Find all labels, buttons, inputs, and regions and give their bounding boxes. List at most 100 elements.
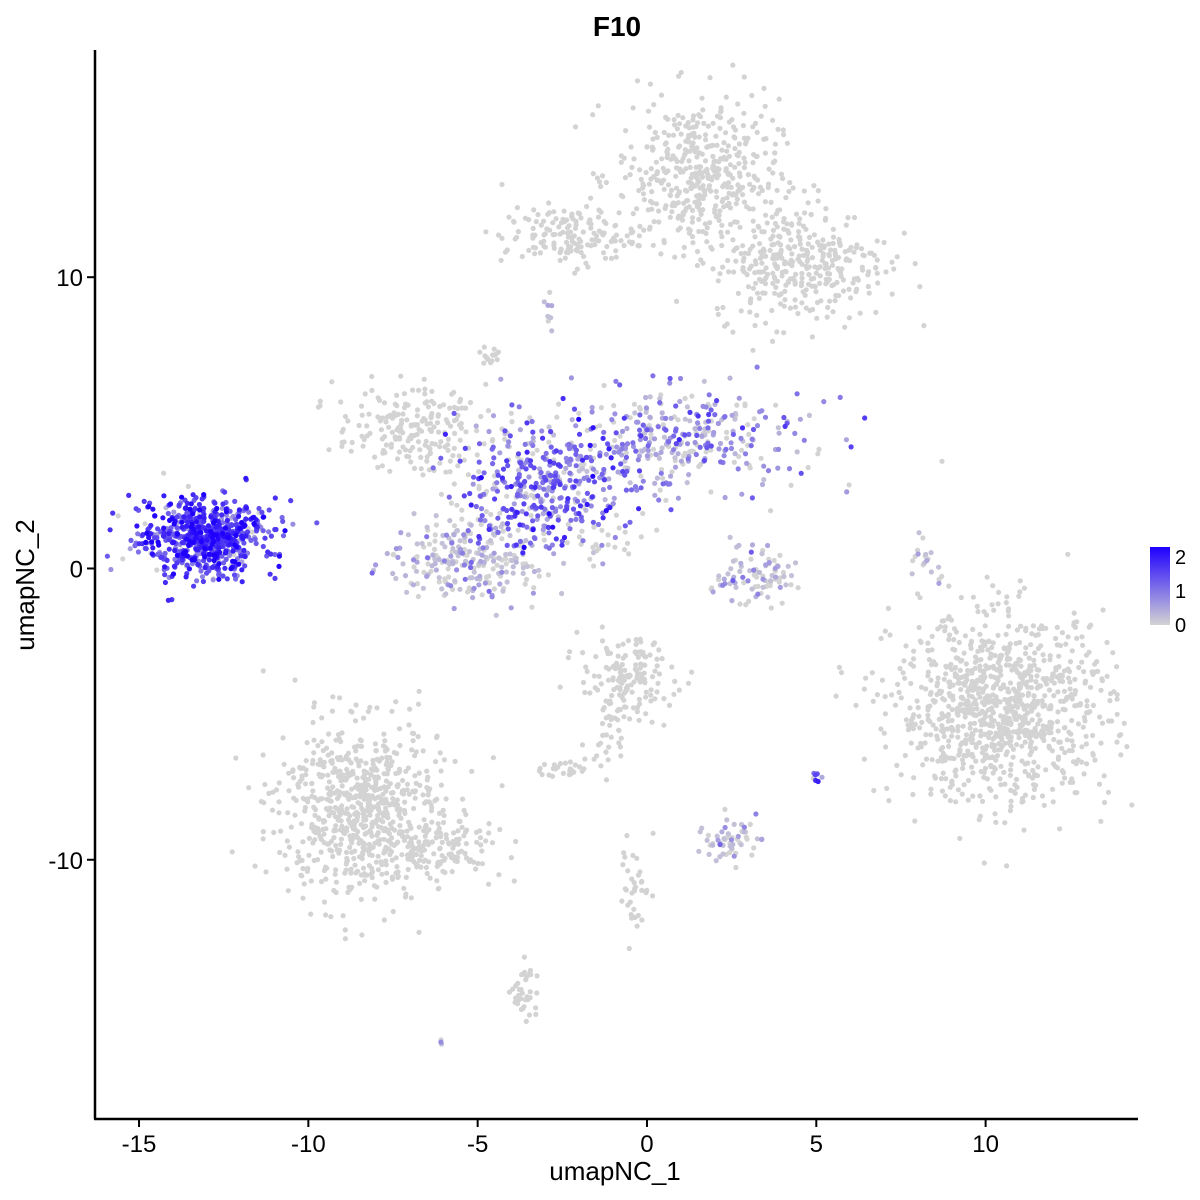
cell-point <box>333 867 339 873</box>
cell-point <box>617 692 623 698</box>
cell-point <box>797 416 804 422</box>
cell-point <box>496 872 502 878</box>
cell-point <box>548 444 554 450</box>
cell-point <box>701 457 708 464</box>
cell-point <box>565 521 571 528</box>
cell-point <box>602 255 609 261</box>
cell-point <box>624 441 631 447</box>
cell-point <box>584 454 590 460</box>
cell-point <box>467 858 473 864</box>
cell-point <box>359 856 365 862</box>
cell-point <box>467 575 473 581</box>
cell-point <box>823 215 829 221</box>
cell-point <box>717 125 723 131</box>
cell-point <box>970 770 976 776</box>
cell-point <box>819 774 825 780</box>
cell-point <box>411 564 417 570</box>
cell-point <box>265 549 271 555</box>
cell-point <box>681 244 687 250</box>
cell-point <box>627 480 633 486</box>
cell-point <box>666 439 672 445</box>
cell-point <box>443 417 449 423</box>
cell-point <box>629 689 635 695</box>
cell-point <box>622 667 628 673</box>
cell-point <box>416 426 422 432</box>
cell-point <box>431 546 438 553</box>
cell-point <box>738 842 744 848</box>
cell-point <box>575 490 581 496</box>
cell-point <box>519 464 525 470</box>
cell-point <box>732 164 738 170</box>
cell-point <box>982 731 988 738</box>
cell-point <box>618 159 624 165</box>
cell-point <box>499 181 505 188</box>
cell-point <box>706 183 713 189</box>
cell-point <box>429 440 435 447</box>
cell-point <box>874 238 880 244</box>
cell-point <box>1035 712 1041 718</box>
cell-point <box>889 259 895 265</box>
cell-point <box>787 180 793 186</box>
cell-point <box>1084 703 1090 709</box>
cell-point <box>920 535 926 541</box>
cell-point <box>531 568 538 575</box>
cell-point <box>600 707 606 713</box>
cell-point <box>321 899 328 905</box>
cell-point <box>505 526 511 532</box>
cell-point <box>344 806 350 812</box>
cell-point <box>973 712 979 718</box>
cell-point <box>337 827 343 833</box>
cell-point <box>559 542 565 548</box>
cell-point <box>883 269 889 275</box>
cell-point <box>827 298 833 304</box>
cell-point <box>210 564 216 571</box>
cell-point <box>345 770 351 777</box>
cell-point <box>635 704 641 710</box>
cell-point <box>815 451 821 457</box>
cell-point <box>928 569 935 575</box>
cell-point <box>987 655 993 661</box>
cell-point <box>828 247 834 253</box>
cell-point <box>396 449 402 455</box>
cell-point <box>825 270 831 277</box>
cell-point <box>545 572 552 578</box>
cell-point <box>980 721 986 727</box>
cell-point <box>599 527 605 533</box>
cell-point <box>939 458 945 464</box>
cell-point <box>659 410 665 416</box>
cell-point <box>979 798 986 805</box>
cell-point <box>288 498 294 504</box>
cell-point <box>715 278 721 284</box>
cell-point <box>392 401 398 407</box>
cell-point <box>676 190 682 197</box>
cell-point <box>332 790 338 796</box>
cell-point <box>1090 750 1096 757</box>
cell-point <box>781 330 787 336</box>
cell-point <box>945 713 951 719</box>
cell-point <box>390 796 396 802</box>
cell-point <box>1084 761 1090 767</box>
cell-point <box>732 145 738 152</box>
cell-point <box>717 841 723 848</box>
cell-point <box>612 544 618 550</box>
cell-point <box>631 401 638 407</box>
cell-point <box>962 714 968 720</box>
cell-point <box>572 124 579 130</box>
cell-point <box>342 936 348 942</box>
cell-point <box>534 973 540 979</box>
cell-point <box>709 585 715 591</box>
cell-point <box>360 825 367 831</box>
cell-point <box>917 284 923 290</box>
cell-point <box>741 74 747 80</box>
cell-point <box>420 792 426 798</box>
cell-point <box>676 73 682 79</box>
cell-point <box>1059 768 1065 774</box>
cell-point <box>970 626 976 633</box>
cell-point <box>645 447 651 453</box>
cell-point <box>578 442 584 449</box>
cell-point <box>424 524 430 530</box>
cell-point <box>959 740 965 746</box>
cell-point <box>517 460 524 466</box>
cell-point <box>721 836 727 842</box>
cell-point <box>810 306 816 313</box>
